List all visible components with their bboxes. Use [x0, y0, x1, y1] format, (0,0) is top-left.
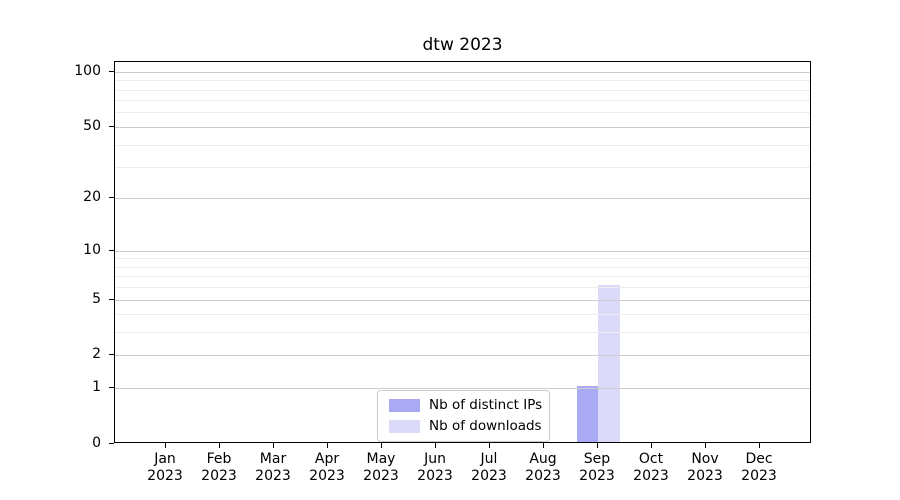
x-tick-oct — [651, 443, 652, 448]
bar-nb-of-downloads-sep — [598, 285, 620, 442]
x-tick-apr — [327, 443, 328, 448]
x-tick-year-may: 2023 — [363, 467, 399, 484]
legend-item-distinct-ips: Nb of distinct IPs — [389, 397, 543, 413]
x-tick-month-jun: Jun — [424, 451, 446, 467]
plot-area: Nb of distinct IPs Nb of downloads — [114, 61, 811, 443]
gridline-20 — [115, 198, 810, 200]
y-tick-1 — [109, 387, 114, 389]
y-tick-label-0: 0 — [92, 435, 101, 451]
x-tick-year-apr: 2023 — [309, 467, 345, 484]
x-tick-year-dec: 2023 — [741, 467, 777, 484]
y-tick-5 — [109, 298, 114, 300]
x-tick-year-mar: 2023 — [255, 467, 291, 484]
y-tick-label-20: 20 — [83, 189, 101, 206]
minor-gridline-60 — [115, 112, 810, 114]
y-tick-label-5: 5 — [92, 290, 101, 307]
gridline-5 — [115, 299, 810, 301]
y-tick-10 — [109, 249, 114, 251]
minor-gridline-7 — [115, 276, 810, 278]
x-tick-label-aug: Aug 2023 — [513, 451, 573, 484]
y-tick-50 — [109, 125, 114, 127]
x-tick-month-jan: Jan — [154, 451, 176, 467]
minor-gridline-9 — [115, 258, 810, 260]
x-tick-year-sep: 2023 — [579, 467, 615, 484]
x-tick-month-apr: Apr — [314, 451, 340, 467]
minor-gridline-30 — [115, 167, 810, 168]
gridline-2 — [115, 355, 810, 357]
y-tick-0 — [109, 443, 114, 444]
minor-gridline-3 — [115, 332, 810, 334]
x-tick-label-jul: Jul 2023 — [459, 451, 519, 484]
gridline-10 — [115, 250, 810, 252]
x-tick-year-oct: 2023 — [633, 467, 669, 484]
minor-gridline-8 — [115, 266, 810, 268]
x-tick-label-sep: Sep 2023 — [567, 451, 627, 484]
x-tick-label-dec: Dec 2023 — [729, 451, 789, 484]
x-tick-month-nov: Nov — [691, 451, 719, 467]
legend-label-distinct-ips: Nb of distinct IPs — [429, 397, 543, 413]
x-tick-label-feb: Feb 2023 — [189, 451, 249, 484]
x-tick-dec — [759, 443, 760, 448]
x-tick-label-nov: Nov 2023 — [675, 451, 735, 484]
x-tick-month-sep: Sep — [583, 451, 611, 467]
x-tick-label-apr: Apr 2023 — [297, 451, 357, 484]
minor-gridline-90 — [115, 80, 810, 82]
minor-gridline-70 — [115, 100, 810, 102]
legend-swatch-distinct-ips — [389, 398, 420, 412]
x-tick-year-jul: 2023 — [471, 467, 507, 484]
minor-gridline-80 — [115, 89, 810, 91]
legend: Nb of distinct IPs Nb of downloads — [377, 390, 550, 442]
y-tick-label-2: 2 — [92, 346, 101, 363]
x-tick-label-jun: Jun 2023 — [405, 451, 465, 484]
x-tick-month-may: May — [366, 451, 396, 467]
y-tick-label-1: 1 — [92, 379, 101, 396]
x-tick-label-may: May 2023 — [351, 451, 411, 484]
gridline-1 — [115, 388, 810, 390]
legend-item-downloads: Nb of downloads — [389, 418, 542, 434]
y-tick-100 — [109, 70, 114, 72]
x-tick-month-jul: Jul — [480, 451, 498, 467]
x-tick-label-oct: Oct 2023 — [621, 451, 681, 484]
legend-swatch-downloads — [389, 419, 420, 433]
x-tick-jul — [489, 443, 490, 448]
x-tick-month-dec: Dec — [745, 451, 773, 467]
minor-gridline-40 — [115, 144, 810, 146]
x-tick-label-mar: Mar 2023 — [243, 451, 303, 484]
legend-label-downloads: Nb of downloads — [429, 418, 542, 434]
y-tick-2 — [109, 354, 114, 356]
x-tick-aug — [543, 443, 544, 448]
bar-nb-of-distinct-ips-sep — [576, 386, 598, 442]
x-tick-year-jan: 2023 — [147, 467, 183, 484]
x-tick-month-oct: Oct — [638, 451, 664, 467]
x-tick-label-jan: Jan 2023 — [135, 451, 195, 484]
x-tick-year-jun: 2023 — [417, 467, 453, 484]
x-tick-mar — [273, 443, 274, 448]
x-tick-year-nov: 2023 — [687, 467, 723, 484]
x-tick-nov — [705, 443, 706, 448]
chart-title: dtw 2023 — [422, 35, 503, 55]
x-tick-month-aug: Aug — [529, 451, 557, 467]
y-tick-label-50: 50 — [83, 117, 101, 134]
y-tick-label-100: 100 — [74, 62, 101, 79]
x-tick-month-mar: Mar — [259, 451, 287, 467]
gridline-100 — [115, 71, 810, 73]
x-tick-jan — [165, 443, 166, 448]
minor-gridline-4 — [115, 314, 810, 316]
x-tick-feb — [219, 443, 220, 448]
y-tick-20 — [109, 197, 114, 199]
x-tick-jun — [435, 443, 436, 448]
y-tick-label-10: 10 — [83, 241, 101, 258]
gridline-50 — [115, 126, 810, 128]
minor-gridline-6 — [115, 287, 810, 289]
x-tick-year-feb: 2023 — [201, 467, 237, 484]
x-tick-year-aug: 2023 — [525, 467, 561, 484]
x-tick-sep — [597, 443, 598, 448]
x-tick-month-feb: Feb — [206, 451, 232, 467]
x-tick-may — [381, 443, 382, 448]
